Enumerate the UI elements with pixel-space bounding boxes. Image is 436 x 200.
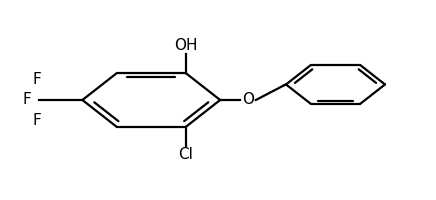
- Text: OH: OH: [174, 38, 198, 53]
- Text: O: O: [242, 92, 254, 108]
- Text: F: F: [33, 72, 41, 87]
- Text: F: F: [33, 113, 41, 128]
- Text: Cl: Cl: [178, 147, 193, 162]
- Text: F: F: [23, 92, 32, 108]
